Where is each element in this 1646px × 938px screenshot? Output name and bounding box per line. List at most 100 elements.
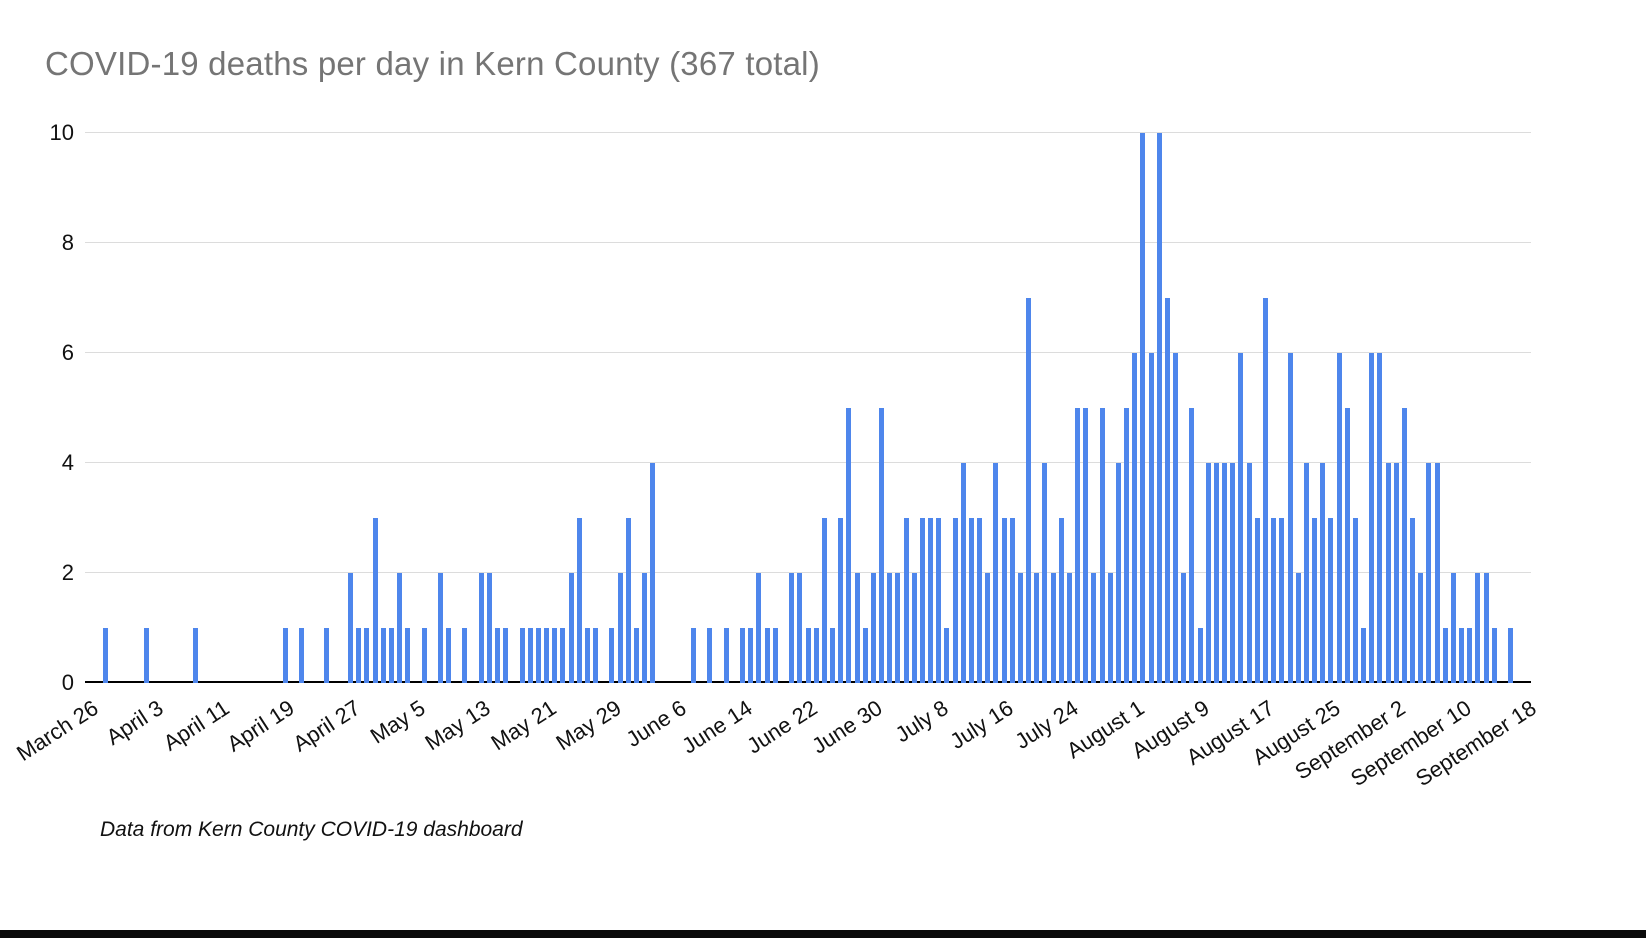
gridline	[85, 352, 1531, 353]
bar	[593, 628, 599, 683]
bottom-border	[0, 930, 1646, 938]
bar	[1442, 628, 1448, 683]
bar	[535, 628, 541, 683]
gridline	[85, 132, 1531, 133]
bar	[1026, 298, 1032, 683]
y-axis-tick-label: 2	[61, 560, 74, 585]
bar	[1001, 518, 1007, 683]
bar	[1483, 573, 1489, 683]
bar	[1050, 573, 1056, 683]
bar	[879, 408, 885, 683]
bar	[944, 628, 950, 683]
bar	[1426, 463, 1432, 683]
bar	[609, 628, 615, 683]
bar	[723, 628, 729, 683]
bar	[437, 573, 443, 683]
bar	[380, 628, 386, 683]
bar	[1173, 353, 1179, 683]
bar	[650, 463, 656, 683]
bar	[364, 628, 370, 683]
bar	[1042, 463, 1048, 683]
bar	[544, 628, 550, 683]
bar	[519, 628, 525, 683]
bar	[617, 573, 623, 683]
bar	[1467, 628, 1473, 683]
bar	[830, 628, 835, 683]
y-axis-tick-label: 0	[61, 670, 74, 695]
bar	[1164, 298, 1170, 683]
bar	[1401, 408, 1407, 683]
source-note: Data from Kern County COVID-19 dashboard	[100, 818, 523, 841]
bar	[1156, 133, 1162, 683]
chart-title: COVID-19 deaths per day in Kern County (…	[45, 45, 820, 82]
bar	[740, 628, 746, 683]
bar	[1009, 518, 1015, 683]
bar	[764, 628, 770, 683]
bar	[846, 408, 852, 683]
bar	[1189, 408, 1195, 683]
bar	[1303, 463, 1309, 683]
bar	[1058, 518, 1064, 683]
bar	[1320, 463, 1326, 683]
bar	[1410, 518, 1416, 683]
bar	[854, 573, 860, 683]
bar	[1369, 353, 1375, 683]
bar	[977, 518, 983, 683]
y-axis-tick-label: 4	[61, 450, 74, 475]
gridline	[85, 242, 1531, 243]
bar	[1230, 463, 1236, 683]
bar	[478, 573, 484, 683]
bar	[495, 628, 501, 683]
bar	[1385, 463, 1391, 683]
bar	[372, 518, 378, 683]
bar	[1181, 573, 1187, 683]
bar	[1017, 573, 1023, 683]
bar	[446, 628, 452, 683]
bar	[789, 573, 795, 683]
bar	[1352, 518, 1358, 683]
bar	[691, 628, 697, 683]
bar	[960, 463, 966, 683]
bar	[584, 628, 590, 683]
bar	[397, 573, 403, 683]
y-axis-tick-label: 10	[49, 120, 74, 145]
bar	[1491, 628, 1497, 683]
bar	[486, 573, 492, 683]
bar	[633, 628, 639, 683]
bar	[1271, 518, 1277, 683]
bar	[1246, 463, 1252, 683]
y-axis: 0 2 4 6 8 10	[0, 120, 74, 695]
bar	[552, 628, 558, 683]
bar	[903, 518, 909, 683]
bar	[1222, 463, 1228, 683]
bar	[143, 628, 149, 683]
bar	[952, 518, 958, 683]
bar	[298, 628, 304, 683]
bar	[1262, 298, 1268, 683]
bar	[348, 573, 353, 683]
bar	[1377, 353, 1383, 683]
bar	[895, 573, 901, 683]
bar	[1115, 463, 1121, 683]
bar	[1344, 408, 1350, 683]
bar	[1279, 518, 1285, 683]
bar	[1450, 573, 1456, 683]
plot-area: March 26 April 3 April 11 April 19 April 27 M…	[12, 132, 1541, 791]
bar	[1434, 463, 1440, 683]
bar	[707, 628, 713, 683]
gridline	[85, 572, 1531, 573]
bar	[1197, 628, 1203, 683]
bar	[870, 573, 876, 683]
bar	[1336, 353, 1342, 683]
bar	[1066, 573, 1072, 683]
bar	[1075, 408, 1081, 683]
bar	[1508, 628, 1514, 683]
bar	[102, 628, 108, 683]
bar	[527, 628, 533, 683]
bar	[1328, 518, 1334, 683]
bar	[503, 628, 509, 683]
bar	[192, 628, 198, 683]
bar	[911, 573, 917, 683]
bar	[936, 518, 942, 683]
